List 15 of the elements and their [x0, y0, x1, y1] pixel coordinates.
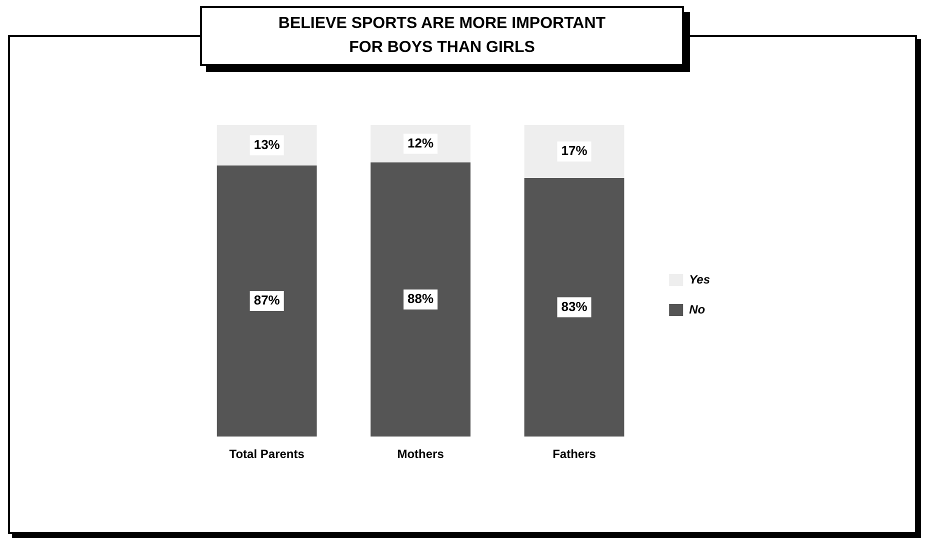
legend-label: Yes — [689, 272, 710, 286]
data-label: 17% — [561, 143, 588, 158]
x-tick-label: Mothers — [397, 447, 444, 462]
data-label: 88% — [408, 291, 434, 306]
x-tick-label: Total Parents — [229, 447, 305, 462]
data-label: 13% — [254, 136, 280, 152]
data-label: 12% — [408, 135, 434, 150]
chart-title: BELIEVE SPORTS ARE MORE IMPORTANT FOR BOYS THAN GIRLS — [200, 6, 684, 66]
legend-label: No — [689, 302, 706, 316]
bar — [370, 162, 470, 437]
data-label: 87% — [254, 292, 280, 308]
bar — [216, 166, 317, 437]
bar — [524, 178, 624, 437]
x-tick-label: Fathers — [552, 447, 596, 462]
data-label: 83% — [561, 298, 588, 314]
